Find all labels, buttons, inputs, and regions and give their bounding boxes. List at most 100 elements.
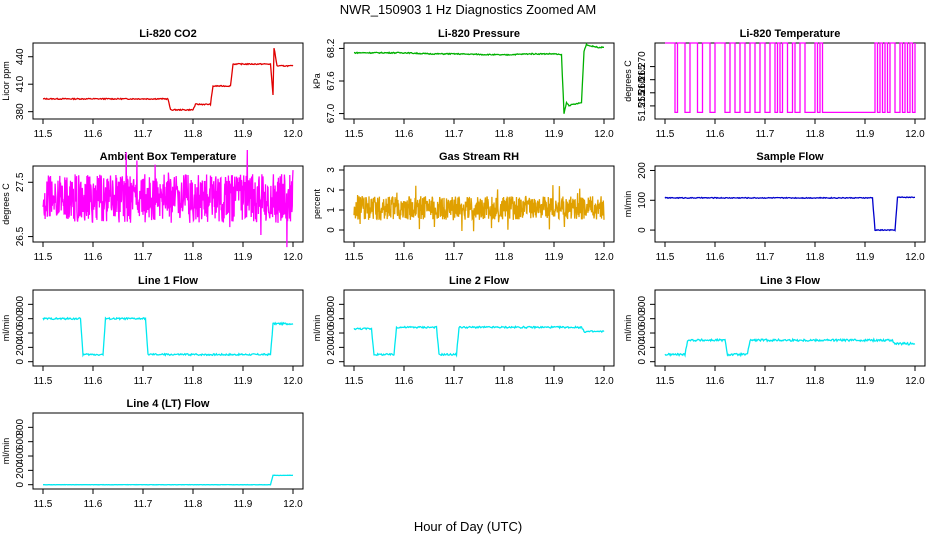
x-tick-label: 11.5: [345, 252, 364, 263]
y-tick-label: 1: [326, 207, 337, 213]
panel-title: Li-820 Temperature: [740, 28, 841, 40]
x-tick-label: 11.8: [495, 376, 514, 387]
x-tick-label: 12.0: [594, 129, 614, 140]
y-tick-label: 67.6: [326, 71, 337, 91]
series-line-line-1-flow: [42, 316, 294, 358]
x-tick-label: 11.6: [84, 252, 103, 263]
x-tick-label: 11.8: [184, 499, 203, 510]
y-axis-label: degrees C: [1, 183, 11, 225]
y-tick-label: 800: [637, 296, 648, 313]
x-tick-label: 11.7: [756, 129, 775, 140]
x-tick-label: 11.5: [34, 252, 53, 263]
y-tick-label: 200: [637, 162, 648, 179]
panel-1: Li-820 CO2 11.5 11.6 11.7 11.8 11.9 12.0 380 410…: [1, 28, 304, 140]
y-tick-label: 380: [15, 103, 26, 120]
panel-title: Line 3 Flow: [760, 275, 820, 287]
x-tick-label: 11.7: [134, 252, 153, 263]
y-tick-label: 400: [15, 447, 26, 464]
y-tick-label: 800: [15, 296, 26, 313]
series-line-line-4-lt-flow: [43, 474, 294, 486]
plot-frame: [32, 42, 304, 120]
x-tick-label: 11.6: [395, 129, 414, 140]
x-tick-label: 11.5: [345, 376, 364, 387]
x-tick-label: 11.6: [84, 376, 103, 387]
x-tick-label: 11.6: [706, 376, 725, 387]
y-tick-label: 440: [15, 48, 26, 65]
x-tick-label: 11.6: [395, 376, 414, 387]
panel-title: Sample Flow: [756, 151, 824, 163]
x-tick-label: 11.7: [134, 129, 153, 140]
panel-title: Li-820 CO2: [139, 28, 196, 40]
x-tick-label: 11.8: [806, 376, 825, 387]
x-tick-label: 11.6: [395, 252, 414, 263]
series-line-li-820-pressure: [353, 42, 604, 114]
panel-title: Ambient Box Temperature: [100, 151, 237, 163]
plot-frame: [654, 42, 926, 120]
panel-9: Line 3 Flow 11.5 11.6 11.7 11.8 11.9 12.0 0 2004…: [623, 275, 926, 387]
x-tick-label: 11.9: [545, 252, 564, 263]
series-line-gas-stream-rh: [353, 185, 605, 232]
y-axis-label: percent: [312, 188, 322, 219]
x-tick-label: 11.9: [234, 129, 253, 140]
y-tick-label: 0: [326, 227, 337, 233]
y-tick-label: 0: [637, 227, 648, 233]
y-tick-label: 600: [326, 310, 337, 327]
y-tick-label: 0: [15, 358, 26, 364]
panel-title: Gas Stream RH: [439, 151, 519, 163]
panel-title: Line 4 (LT) Flow: [127, 398, 210, 410]
x-tick-label: 11.8: [184, 252, 203, 263]
series-line-sample-flow: [664, 196, 916, 232]
y-tick-label: 400: [326, 324, 337, 341]
x-tick-label: 11.9: [545, 376, 564, 387]
series-line-li-820-co2: [42, 47, 294, 112]
y-tick-label: 200: [15, 462, 26, 479]
x-tick-label: 11.5: [656, 252, 675, 263]
y-tick-label: 200: [637, 339, 648, 356]
x-tick-label: 11.9: [856, 376, 875, 387]
series-line-line-3-flow: [664, 337, 916, 358]
plot-frame: [32, 165, 304, 243]
y-tick-label: 51.255: [637, 90, 648, 121]
panel-5: Gas Stream RH 11.5 11.6 11.7 11.8 11.9 12.0 0 1 2…: [312, 151, 615, 263]
x-tick-label: 11.6: [706, 252, 725, 263]
y-tick-label: 27.5: [15, 172, 26, 192]
panel-3: Li-820 Temperature 11.5 11.6 11.7 11.8 11.9 12…: [623, 28, 926, 140]
y-tick-label: 800: [326, 296, 337, 313]
y-tick-label: 51.260: [637, 77, 648, 108]
x-tick-label: 11.9: [856, 252, 875, 263]
panels: Li-820 CO2 11.5 11.6 11.7 11.8 11.9 12.0 380 410…: [1, 28, 926, 510]
x-tick-label: 11.9: [234, 252, 253, 263]
x-tick-label: 12.0: [283, 376, 303, 387]
x-tick-label: 12.0: [905, 252, 925, 263]
y-tick-label: 200: [326, 339, 337, 356]
x-tick-label: 11.9: [545, 129, 564, 140]
y-tick-label: 600: [15, 310, 26, 327]
x-tick-label: 11.5: [34, 376, 53, 387]
y-axis-label: ml/min: [312, 315, 322, 342]
y-tick-label: 68.2: [326, 38, 337, 58]
plot-frame: [654, 165, 926, 243]
y-axis-label: ml/min: [623, 315, 633, 342]
x-tick-label: 11.8: [184, 376, 203, 387]
y-axis-label: ml/min: [1, 438, 11, 465]
x-tick-label: 11.9: [856, 129, 875, 140]
x-tick-label: 11.5: [656, 129, 675, 140]
x-tick-label: 11.6: [706, 129, 725, 140]
x-tick-label: 11.7: [134, 376, 153, 387]
x-tick-label: 11.9: [234, 499, 253, 510]
plot-frame: [654, 289, 926, 367]
y-tick-label: 200: [15, 339, 26, 356]
x-tick-label: 11.5: [345, 129, 364, 140]
x-tick-label: 11.5: [656, 376, 675, 387]
panel-10: Line 4 (LT) Flow 11.5 11.6 11.7 11.8 11.9 12.0…: [1, 398, 304, 510]
panel-7: Line 1 Flow 11.5 11.6 11.7 11.8 11.9 12.0 0 2004…: [1, 275, 304, 387]
x-tick-label: 11.5: [34, 129, 53, 140]
x-tick-label: 11.7: [445, 376, 464, 387]
y-axis-label: kPa: [312, 73, 322, 89]
y-tick-label: 51.265: [637, 64, 648, 95]
y-axis-label: ml/min: [1, 315, 11, 342]
x-tick-label: 12.0: [905, 129, 925, 140]
x-tick-label: 11.7: [756, 252, 775, 263]
